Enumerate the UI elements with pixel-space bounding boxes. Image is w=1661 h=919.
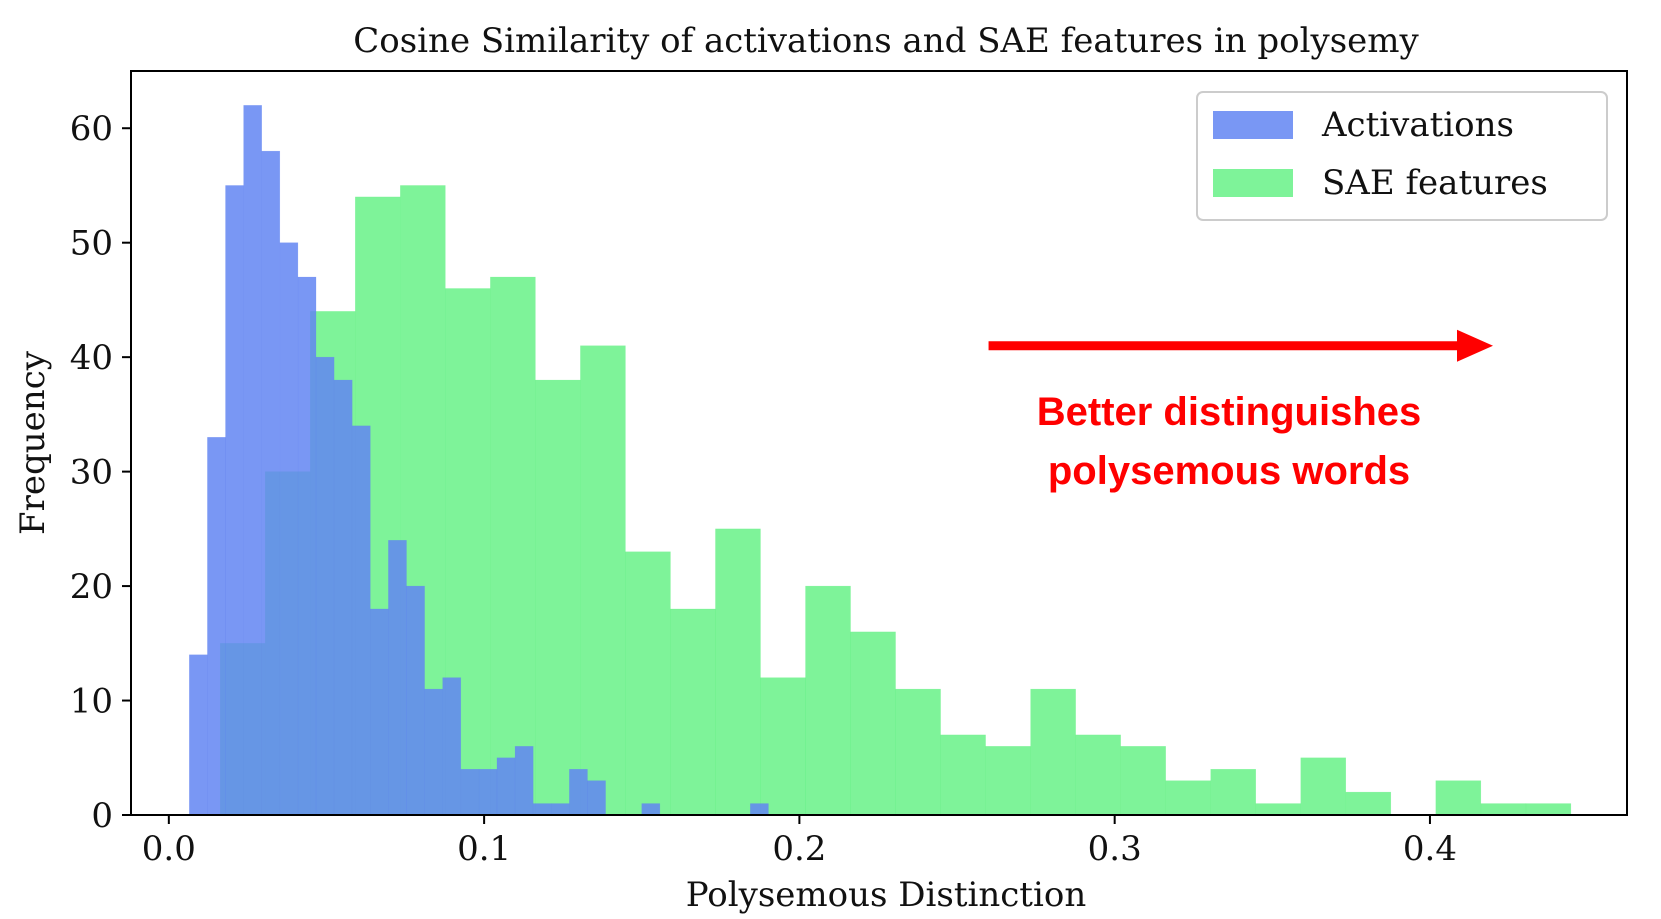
- sae-features-bar-18: [1030, 688, 1076, 816]
- sae-features-bar-15: [895, 688, 941, 816]
- x-axis-label: Polysemous Distinction: [686, 875, 1086, 915]
- activations-bar-21: [569, 768, 588, 816]
- sae-features-bar-13: [805, 585, 851, 816]
- y-tick-label-2: 20: [70, 567, 113, 607]
- sae-features-bar-6: [490, 276, 536, 816]
- activations-bar-6: [297, 276, 317, 816]
- x-tick-label-3: 0.3: [1088, 829, 1142, 869]
- plot-frame: [130, 70, 1628, 816]
- legend-box: [1196, 91, 1608, 221]
- annotation-text-line-1: Better distinguishes: [1037, 390, 1422, 434]
- sae-features-bar-17: [985, 746, 1031, 816]
- activations-bar-13: [424, 688, 443, 816]
- activations-bar-14: [442, 677, 462, 816]
- x-tick-label-1: 0.1: [457, 829, 511, 869]
- annotation-arrow-head: [1457, 329, 1494, 362]
- legend: Activations SAE features: [1196, 91, 1608, 221]
- y-tick-label-6: 60: [70, 109, 113, 149]
- y-tick-label-3: 30: [70, 453, 113, 493]
- sae-features-bar-27: [1435, 780, 1482, 816]
- activations-bar-8: [333, 379, 353, 816]
- legend-swatch-activations: [1213, 111, 1293, 139]
- sae-features-bar-20: [1120, 746, 1166, 816]
- chart-title: Cosine Similarity of activations and SAE…: [353, 21, 1419, 61]
- x-tick-label-0: 0.0: [142, 829, 196, 869]
- y-tick-label-5: 50: [70, 224, 113, 264]
- legend-swatch-sae-features: [1213, 169, 1293, 197]
- activations-bar-2: [225, 185, 244, 816]
- annotation-text-line-2: polysemous words: [1048, 449, 1410, 493]
- activations-bar-15: [460, 768, 480, 816]
- x-axis-ticks: 0.0 0.1 0.2 0.3 0.4: [142, 815, 1457, 869]
- sae-features-bar-8: [580, 345, 626, 816]
- y-tick-label-0: 0: [91, 796, 113, 836]
- activations-bar-4: [261, 150, 281, 816]
- sae-features-bar-16: [940, 734, 986, 816]
- legend-label-sae-features: SAE features: [1322, 163, 1548, 203]
- sae-features-bar-7: [535, 379, 581, 816]
- sae-features-bar-29: [1525, 803, 1572, 816]
- sae-features-bar-25: [1345, 791, 1392, 816]
- activations-bar-17: [496, 757, 516, 816]
- activations-bar-0: [189, 654, 208, 816]
- sae-features-bar-9: [625, 551, 671, 816]
- legend-label-activations: Activations: [1321, 105, 1514, 145]
- sae-features-bar-24: [1300, 757, 1347, 816]
- sae-features-bar-19: [1075, 734, 1121, 816]
- x-tick-label-2: 0.2: [772, 829, 826, 869]
- activations-bar-16: [478, 768, 498, 816]
- activations-bar-11: [388, 540, 407, 816]
- y-tick-label-4: 40: [70, 338, 113, 378]
- activations-bar-10: [370, 608, 389, 816]
- activations-bar-31: [750, 803, 769, 816]
- y-axis-label: Frequency: [13, 350, 53, 535]
- sae-features-bar-28: [1480, 803, 1527, 816]
- activations-bars: [189, 105, 769, 816]
- activations-bar-7: [315, 356, 335, 816]
- annotation: Better distinguishes polysemous words: [988, 329, 1494, 493]
- sae-features-bar-22: [1210, 768, 1256, 816]
- activations-bar-19: [532, 803, 552, 816]
- sae-features-bar-21: [1165, 780, 1211, 816]
- y-axis-ticks: 0 10 20 30 40 50 60: [70, 109, 131, 836]
- activations-bar-25: [641, 803, 661, 816]
- activations-bar-22: [587, 780, 606, 816]
- activations-bar-5: [279, 242, 299, 816]
- activations-bar-3: [243, 105, 262, 816]
- y-tick-label-1: 10: [70, 682, 113, 722]
- activations-bar-20: [551, 803, 570, 816]
- activations-bar-9: [351, 425, 371, 816]
- sae-features-bar-11: [715, 528, 761, 816]
- sae-features-bar-14: [850, 631, 896, 816]
- activations-bar-18: [514, 746, 534, 816]
- sae-features-bar-12: [760, 677, 806, 816]
- activations-bar-1: [207, 437, 226, 816]
- x-tick-label-4: 0.4: [1403, 829, 1457, 869]
- activations-bar-12: [406, 585, 425, 816]
- sae-features-bar-23: [1255, 803, 1301, 816]
- sae-features-bar-10: [670, 608, 716, 816]
